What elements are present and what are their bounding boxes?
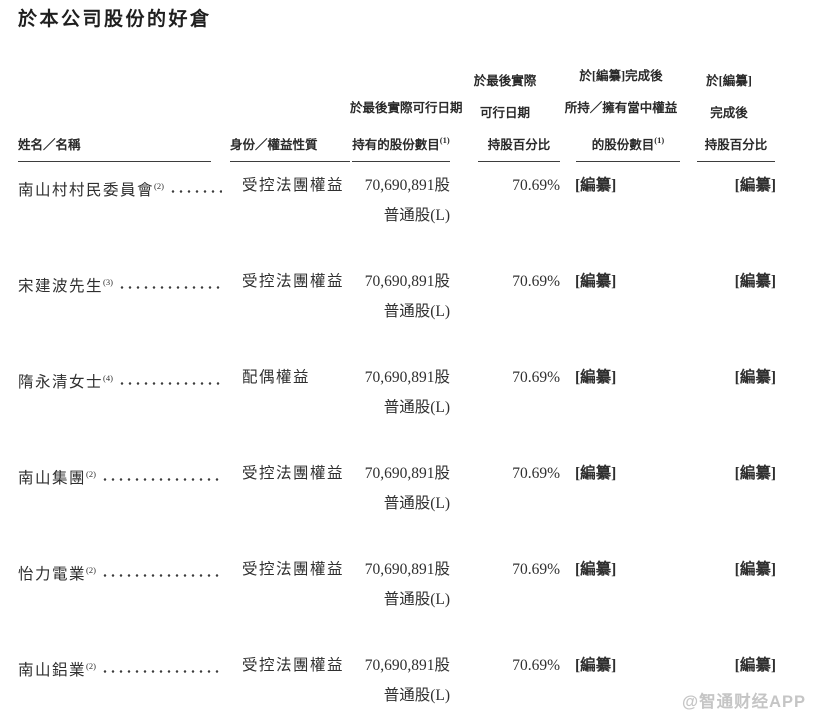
shares-cell: 70,690,891股 普通股(L) bbox=[350, 560, 450, 642]
header-capacity-column: 身份／權益性質 bbox=[230, 36, 350, 162]
pct-cell: 70.69% bbox=[512, 465, 560, 482]
header-pct-line3: 持股百分比 bbox=[478, 129, 560, 162]
dot-leader bbox=[100, 656, 222, 673]
share-class: 普通股(L) bbox=[383, 687, 450, 704]
footnote-ref: (2) bbox=[86, 565, 96, 575]
header-post-pct-line3: 持股百分比 bbox=[697, 129, 775, 162]
shares-cell: 70,690,891股 普通股(L) bbox=[350, 464, 450, 546]
header-shares-line2: 持有的股份數目(1) bbox=[352, 124, 450, 162]
header-pct-line1: 於最後實際 bbox=[473, 74, 537, 88]
post-shares-cell: [編纂] bbox=[575, 273, 617, 290]
share-class: 普通股(L) bbox=[383, 207, 450, 224]
shares-count: 70,690,891股 bbox=[364, 657, 450, 674]
footnote-ref: (3) bbox=[103, 277, 113, 287]
share-class: 普通股(L) bbox=[383, 399, 450, 416]
name-cell: 隋永清女士(4) bbox=[18, 368, 230, 450]
capacity-cell: 受控法團權益 bbox=[242, 465, 345, 482]
header-post-shares-line2: 所持／擁有當中權益 bbox=[564, 101, 678, 115]
post-shares-cell: [編纂] bbox=[575, 177, 617, 194]
post-pct-cell: [編纂] bbox=[734, 465, 776, 482]
share-class: 普通股(L) bbox=[383, 495, 450, 512]
dot-leader bbox=[168, 176, 222, 193]
table-row: 怡力電業(2) 受控法團權益 70,690,891股 普通股(L) 70.69%… bbox=[18, 546, 776, 642]
header-post-pct-column: 於[編纂] 完成後 持股百分比 bbox=[682, 36, 776, 162]
post-pct-cell: [編纂] bbox=[734, 369, 776, 386]
header-post-pct-line1: 於[編纂] bbox=[706, 74, 752, 88]
post-pct-cell: [編纂] bbox=[734, 273, 776, 290]
pct-cell: 70.69% bbox=[512, 369, 560, 386]
header-capacity-label: 身份／權益性質 bbox=[230, 129, 350, 162]
post-pct-cell: [編纂] bbox=[734, 177, 776, 194]
pct-cell: 70.69% bbox=[512, 561, 560, 578]
header-pct-line2: 可行日期 bbox=[479, 106, 530, 120]
footnote-ref-1: (1) bbox=[654, 135, 665, 145]
footnote-ref: (2) bbox=[86, 469, 96, 479]
shares-count: 70,690,891股 bbox=[364, 177, 450, 194]
header-post-shares-line1: 於[編纂]完成後 bbox=[579, 69, 663, 83]
shares-count: 70,690,891股 bbox=[364, 369, 450, 386]
shareholder-name: 南山集團(2) bbox=[18, 469, 96, 487]
header-post-shares-line3: 的股份數目(1) bbox=[576, 124, 680, 162]
name-cell: 南山鋁業(2) bbox=[18, 656, 230, 720]
capacity-cell: 受控法團權益 bbox=[242, 273, 345, 290]
pct-cell: 70.69% bbox=[512, 177, 560, 194]
shareholder-name: 南山鋁業(2) bbox=[18, 661, 96, 679]
header-name-label: 姓名／名稱 bbox=[18, 129, 211, 162]
table-row: 南山鋁業(2) 受控法團權益 70,690,891股 普通股(L) 70.69%… bbox=[18, 642, 776, 720]
watermark-zhitong-caijing: @智通财经APP bbox=[681, 693, 806, 711]
post-shares-cell: [編纂] bbox=[575, 465, 617, 482]
share-class: 普通股(L) bbox=[383, 303, 450, 320]
post-shares-cell: [編纂] bbox=[575, 561, 617, 578]
capacity-cell: 配偶權益 bbox=[242, 369, 311, 386]
capacity-cell: 受控法團權益 bbox=[242, 561, 345, 578]
table-row: 南山集團(2) 受控法團權益 70,690,891股 普通股(L) 70.69%… bbox=[18, 450, 776, 546]
footnote-ref: (2) bbox=[154, 181, 164, 191]
shares-count: 70,690,891股 bbox=[364, 465, 450, 482]
footnote-ref: (2) bbox=[86, 661, 96, 671]
page-content: 於本公司股份的好倉 姓名／名稱 身份／權益性質 於最後實際可行日期 持有的股份數… bbox=[18, 9, 776, 720]
table-header-row: 姓名／名稱 身份／權益性質 於最後實際可行日期 持有的股份數目(1) 於最後實際… bbox=[18, 36, 776, 162]
shareholder-name: 南山村村民委員會(2) bbox=[18, 181, 164, 199]
capacity-cell: 受控法團權益 bbox=[242, 177, 345, 194]
footnote-ref: (4) bbox=[103, 373, 113, 383]
dot-leader bbox=[100, 560, 222, 577]
header-pct-column: 於最後實際 可行日期 持股百分比 bbox=[450, 36, 560, 162]
shareholder-name: 怡力電業(2) bbox=[18, 565, 96, 583]
shareholder-name: 隋永清女士(4) bbox=[18, 373, 113, 391]
name-cell: 宋建波先生(3) bbox=[18, 272, 230, 354]
name-cell: 南山集團(2) bbox=[18, 464, 230, 546]
shares-cell: 70,690,891股 普通股(L) bbox=[350, 656, 450, 720]
share-class: 普通股(L) bbox=[383, 591, 450, 608]
table-body: 南山村村民委員會(2) 受控法團權益 70,690,891股 普通股(L) 70… bbox=[18, 162, 776, 720]
table-row: 宋建波先生(3) 受控法團權益 70,690,891股 普通股(L) 70.69… bbox=[18, 258, 776, 354]
dot-leader bbox=[117, 368, 222, 385]
shares-cell: 70,690,891股 普通股(L) bbox=[350, 368, 450, 450]
shares-cell: 70,690,891股 普通股(L) bbox=[350, 176, 450, 258]
header-shares-column: 於最後實際可行日期 持有的股份數目(1) bbox=[350, 36, 463, 162]
pct-cell: 70.69% bbox=[512, 273, 560, 290]
footnote-ref-1: (1) bbox=[439, 135, 450, 145]
post-shares-cell: [編纂] bbox=[575, 369, 617, 386]
dot-leader bbox=[100, 464, 222, 481]
capacity-cell: 受控法團權益 bbox=[242, 657, 345, 674]
post-pct-cell: [編纂] bbox=[734, 561, 776, 578]
page-title: 於本公司股份的好倉 bbox=[18, 9, 212, 30]
shares-count: 70,690,891股 bbox=[364, 561, 450, 578]
post-pct-cell: [編纂] bbox=[734, 657, 776, 674]
dot-leader bbox=[117, 272, 222, 289]
name-cell: 怡力電業(2) bbox=[18, 560, 230, 642]
pct-cell: 70.69% bbox=[512, 657, 560, 674]
shares-count: 70,690,891股 bbox=[364, 273, 450, 290]
header-post-shares-column: 於[編纂]完成後 所持／擁有當中權益 的股份數目(1) bbox=[560, 36, 682, 162]
table-row: 隋永清女士(4) 配偶權益 70,690,891股 普通股(L) 70.69% … bbox=[18, 354, 776, 450]
table-row: 南山村村民委員會(2) 受控法團權益 70,690,891股 普通股(L) 70… bbox=[18, 162, 776, 258]
header-name-column: 姓名／名稱 bbox=[18, 36, 230, 162]
header-post-pct-line2: 完成後 bbox=[710, 106, 748, 120]
shares-cell: 70,690,891股 普通股(L) bbox=[350, 272, 450, 354]
header-shares-line1: 於最後實際可行日期 bbox=[350, 101, 463, 115]
post-shares-cell: [編纂] bbox=[575, 657, 617, 674]
name-cell: 南山村村民委員會(2) bbox=[18, 176, 230, 258]
shareholder-name: 宋建波先生(3) bbox=[18, 277, 113, 295]
